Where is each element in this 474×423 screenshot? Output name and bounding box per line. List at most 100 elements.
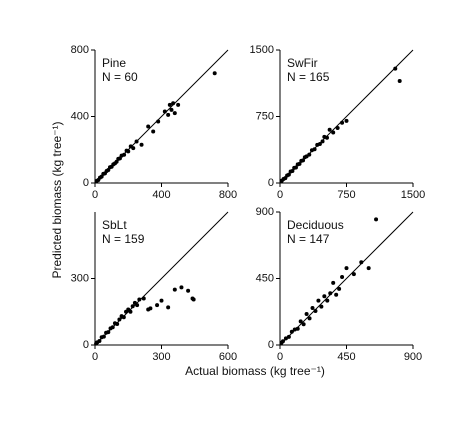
point [393,66,398,71]
panel-annotation: N = 60 [102,70,138,84]
point [134,139,139,144]
one-to-one-line [279,211,414,346]
point [340,120,345,125]
point [340,275,345,280]
point [334,292,339,297]
x-tick-label: 0 [92,189,98,201]
point [322,294,327,299]
point [295,326,300,331]
point [344,118,349,123]
point [191,297,196,302]
point [328,291,333,296]
point [126,149,131,154]
point [312,147,317,152]
point [316,298,321,303]
x-tick-label: 750 [337,189,355,201]
x-tick-label: 600 [219,351,237,363]
x-tick-label: 0 [277,189,283,201]
x-tick-label: 0 [92,351,98,363]
y-tick-label: 750 [256,110,274,122]
point [310,306,315,311]
x-tick-label: 900 [404,351,422,363]
x-tick-label: 1500 [401,189,425,201]
panel-title: SwFir [287,56,318,70]
point [359,260,364,265]
point [166,305,171,310]
point [280,339,285,344]
point [122,152,127,157]
point [283,336,288,341]
point [137,297,142,302]
point [166,112,171,117]
y-tick-label: 800 [71,44,89,56]
point [337,286,342,291]
point [101,334,106,339]
y-tick-label: 0 [268,177,274,189]
point [293,165,298,170]
y-tick-label: 300 [71,272,89,284]
point [141,296,146,301]
x-tick-label: 300 [152,351,170,363]
point [331,280,336,285]
x-tick-label: 800 [219,189,237,201]
point [344,266,349,271]
point [151,129,156,134]
point [179,285,184,290]
point [304,311,309,316]
point [148,306,153,311]
point [97,339,102,344]
panel-title: Deciduous [287,218,344,232]
point [117,317,122,322]
panel-annotation: N = 165 [287,70,330,84]
point [146,124,151,129]
point [135,303,140,308]
point [130,304,135,309]
y-tick-label: 1500 [250,44,274,56]
point [319,304,324,309]
point [307,152,312,157]
point [172,287,177,292]
panel-annotation: N = 159 [102,232,145,246]
point [171,101,176,106]
point [324,135,329,140]
point [159,298,164,303]
point [176,102,181,107]
point [110,325,115,330]
y-tick-label: 0 [83,177,89,189]
point [155,303,160,308]
point [313,309,318,314]
point [212,71,217,76]
point [162,109,167,114]
point [172,111,177,116]
point [169,107,174,112]
y-tick-label: 900 [256,206,274,218]
y-tick-label: 450 [256,272,274,284]
point [301,322,306,327]
point [297,161,302,166]
panel-title: Pine [102,56,126,70]
point [331,130,336,135]
point [335,126,340,131]
point [286,334,291,339]
point [298,319,303,324]
point [325,298,330,303]
y-tick-label: 0 [268,339,274,351]
panel-title: SbLt [102,218,127,232]
point [115,321,120,326]
point [106,330,111,335]
point [374,217,379,222]
point [139,142,144,147]
point [156,119,161,124]
panel-annotation: N = 147 [287,232,330,246]
point [366,266,371,271]
y-tick-label: 0 [83,339,89,351]
x-axis-label: Actual biomass (kg tree⁻¹) [185,364,325,378]
point [317,141,322,146]
point [286,172,291,177]
y-tick-label: 400 [71,110,89,122]
x-tick-label: 0 [277,351,283,363]
x-tick-label: 400 [152,189,170,201]
point [128,309,133,314]
point [301,158,306,163]
